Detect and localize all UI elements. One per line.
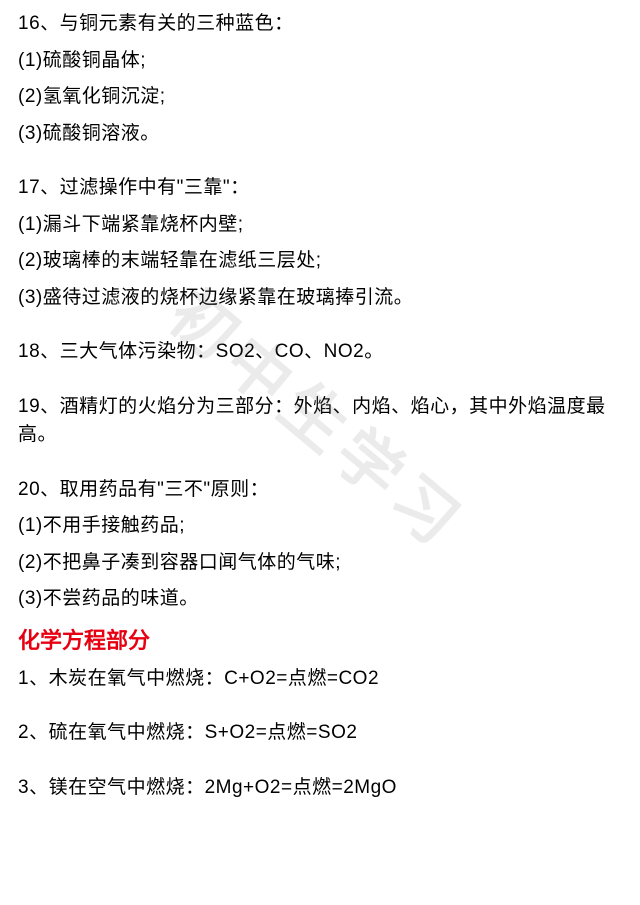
item-num: 18 (18, 341, 40, 362)
item-head-text: 与铜元素有关的三种蓝色： (60, 13, 294, 34)
item-19-head: 19、酒精灯的火焰分为三部分：外焰、内焰、焰心，其中外焰温度最高。 (18, 393, 622, 450)
item-17-sub2: (2)玻璃棒的末端轻靠在滤纸三层处; (18, 247, 622, 276)
item-head-text: 三大气体污染物：SO2、CO、NO2。 (60, 341, 384, 362)
item-16-sub2: (2)氢氧化铜沉淀; (18, 83, 622, 112)
eq-text: 硫在氧气中燃烧：S+O2=点燃=SO2 (49, 722, 358, 743)
eq-text: 镁在空气中燃烧：2Mg+O2=点燃=2MgO (49, 777, 397, 798)
item-17-sub3: (3)盛待过滤液的烧杯边缘紧靠在玻璃捧引流。 (18, 284, 622, 313)
item-20-head: 20、取用药品有"三不"原则： (18, 476, 622, 505)
equation-1: 1、木炭在氧气中燃烧：C+O2=点燃=CO2 (18, 665, 622, 694)
item-head-text: 过滤操作中有"三靠"： (60, 177, 250, 198)
equation-3: 3、镁在空气中燃烧：2Mg+O2=点燃=2MgO (18, 774, 622, 803)
item-17-head: 17、过滤操作中有"三靠"： (18, 174, 622, 203)
item-16-sub1: (1)硫酸铜晶体; (18, 47, 622, 76)
item-num: 17 (18, 177, 40, 198)
eq-text: 木炭在氧气中燃烧：C+O2=点燃=CO2 (49, 668, 379, 689)
item-16-sub3: (3)硫酸铜溶液。 (18, 120, 622, 149)
item-20-sub2: (2)不把鼻子凑到容器口闻气体的气味; (18, 549, 622, 578)
item-16-head: 16、与铜元素有关的三种蓝色： (18, 10, 622, 39)
item-num: 20 (18, 479, 40, 500)
eq-num: 3 (18, 777, 29, 798)
eq-num: 1 (18, 668, 29, 689)
section-title: 化学方程部分 (18, 624, 622, 657)
item-num: 19 (18, 396, 40, 417)
item-20-sub1: (1)不用手接触药品; (18, 512, 622, 541)
eq-num: 2 (18, 722, 29, 743)
item-17-sub1: (1)漏斗下端紧靠烧杯内壁; (18, 211, 622, 240)
equation-2: 2、硫在氧气中燃烧：S+O2=点燃=SO2 (18, 719, 622, 748)
item-head-text: 酒精灯的火焰分为三部分：外焰、内焰、焰心，其中外焰温度最高。 (18, 396, 606, 446)
item-20-sub3: (3)不尝药品的味道。 (18, 585, 622, 614)
item-head-text: 取用药品有"三不"原则： (60, 479, 270, 500)
item-num: 16 (18, 13, 40, 34)
item-18-head: 18、三大气体污染物：SO2、CO、NO2。 (18, 338, 622, 367)
